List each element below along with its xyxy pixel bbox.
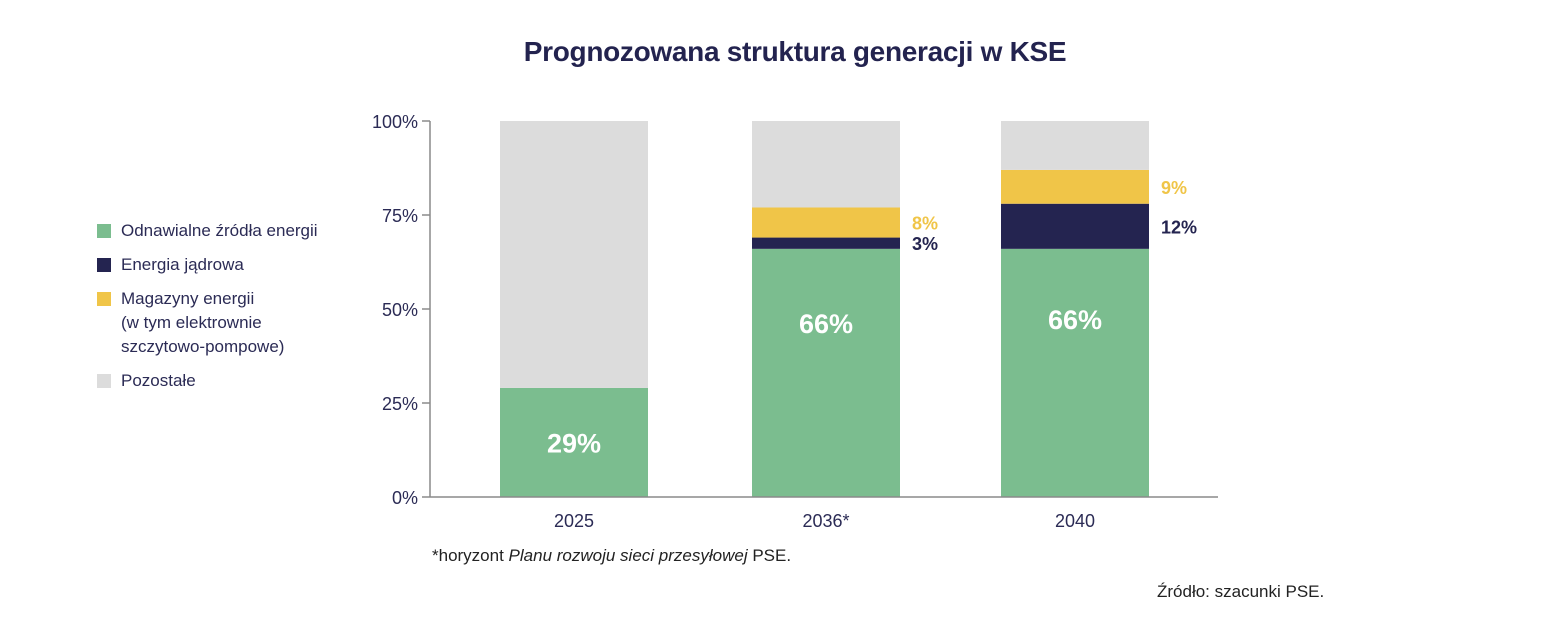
bar-2025-series-0 xyxy=(500,387,648,497)
y-tick-label-25: 25% xyxy=(382,394,418,414)
data-label-2036-series-1: 3% xyxy=(912,234,938,254)
data-label-2040-series-0: 66% xyxy=(1048,305,1102,335)
bar-2040-series-3 xyxy=(1001,121,1149,170)
legend-label-other: Pozostałe xyxy=(121,371,196,390)
x-tick-label-2025: 2025 xyxy=(554,511,594,531)
y-tick-label-0: 0% xyxy=(392,488,418,508)
source-note: Źródło: szacunki PSE. xyxy=(1157,582,1325,601)
data-label-2025-series-0: 29% xyxy=(547,428,601,458)
legend-item-nuclear: Energia jądrowa xyxy=(97,253,357,277)
legend-label-renewables: Odnawialne źródła energii xyxy=(121,221,318,240)
y-tick-label-50: 50% xyxy=(382,300,418,320)
bar-2040-series-0 xyxy=(1001,248,1149,497)
bar-2040-series-1 xyxy=(1001,203,1149,249)
data-label-2040-series-1: 12% xyxy=(1161,217,1197,237)
x-tick-label-2036: 2036* xyxy=(802,511,849,531)
bar-2036-series-2 xyxy=(752,207,900,238)
legend: Odnawialne źródła energii Energia jądrow… xyxy=(97,219,357,403)
bar-2036-series-1 xyxy=(752,237,900,249)
legend-swatch-other xyxy=(97,374,111,388)
footnote-prefix: *horyzont xyxy=(432,546,509,565)
chart-title: Prognozowana struktura generacji w KSE xyxy=(523,36,1067,67)
legend-label-storage: Magazyny energii (w tym elektrownie szcz… xyxy=(121,289,285,356)
x-tick-label-2040: 2040 xyxy=(1055,511,1095,531)
footnote-suffix: PSE. xyxy=(747,546,792,565)
data-label-2036-series-2: 8% xyxy=(912,214,938,234)
data-label-2040-series-2: 9% xyxy=(1161,178,1187,198)
legend-item-other: Pozostałe xyxy=(97,369,357,393)
data-label-2036-series-0: 66% xyxy=(799,309,853,339)
y-tick-label-75: 75% xyxy=(382,206,418,226)
footnote-italic: Planu rozwoju sieci przesyłowej xyxy=(508,546,748,565)
footnote: *horyzont Planu rozwoju sieci przesyłowe… xyxy=(432,546,791,566)
bar-2036-series-3 xyxy=(752,121,900,208)
legend-swatch-renewables xyxy=(97,224,111,238)
legend-label-nuclear: Energia jądrowa xyxy=(121,255,244,274)
legend-item-renewables: Odnawialne źródła energii xyxy=(97,219,357,243)
y-tick-label-100: 100% xyxy=(372,112,418,132)
bar-2040-series-2 xyxy=(1001,169,1149,204)
legend-swatch-nuclear xyxy=(97,258,111,272)
legend-item-storage: Magazyny energii (w tym elektrownie szcz… xyxy=(97,287,357,359)
legend-swatch-storage xyxy=(97,292,111,306)
bar-2025-series-3 xyxy=(500,121,648,388)
bar-2036-series-0 xyxy=(752,248,900,497)
